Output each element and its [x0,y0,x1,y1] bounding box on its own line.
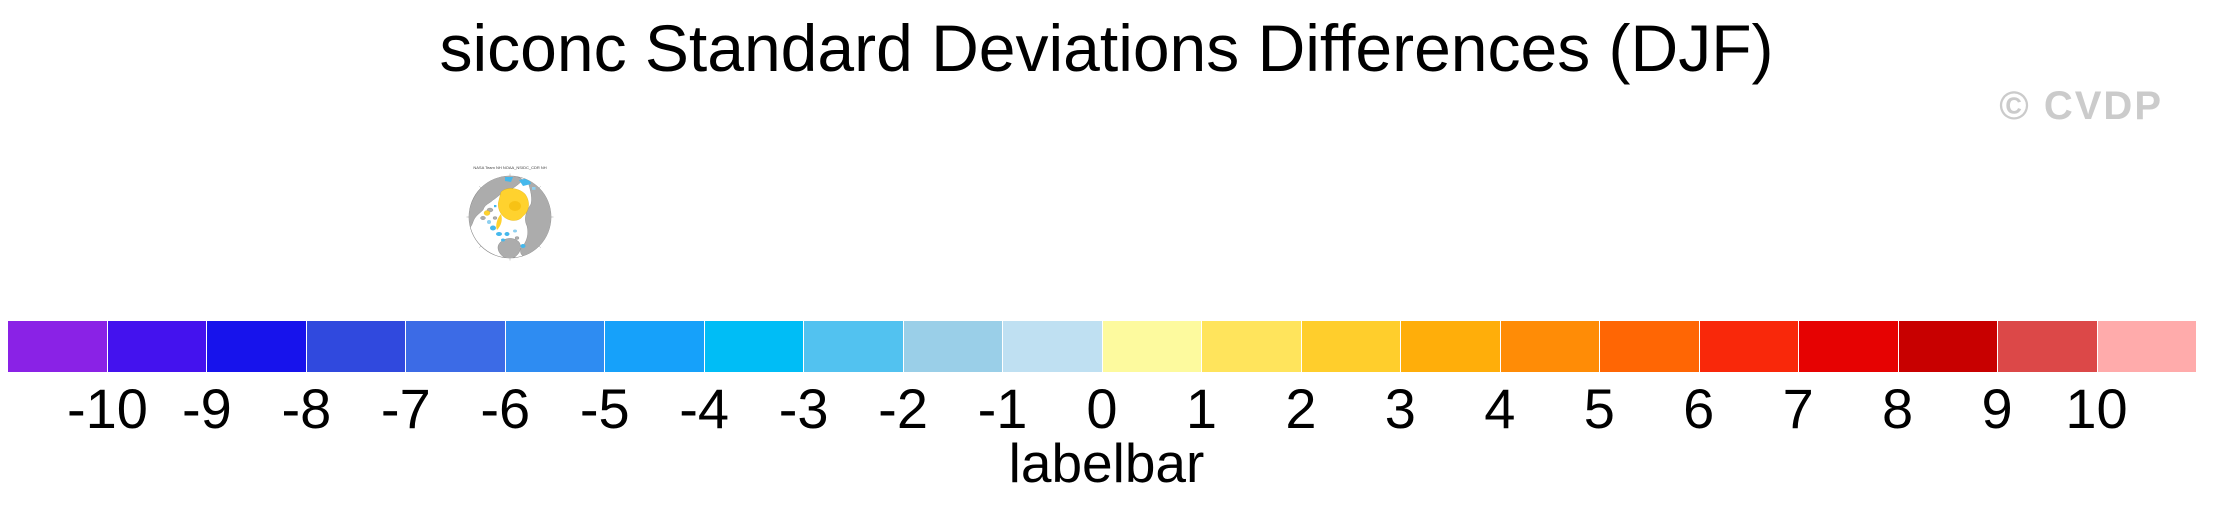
colorbar-tick-label: 8 [1882,377,1914,440]
colorbar-box [1500,321,1599,372]
colorbar-tick-label: 3 [1384,377,1416,440]
map-negative-anomaly [487,220,491,224]
colorbar-tick-label: 5 [1583,377,1615,440]
colorbar-tick-label: -10 [66,377,148,440]
colorbar-box [207,321,306,372]
colorbar-tick-label: -8 [281,377,332,440]
colorbar-box [704,321,803,372]
map-negative-anomaly [494,205,497,208]
polar-map-thumbnail: NASA Team NH NOAA_NSIDC_CDR NH [445,150,575,265]
colorbar-tick-label: -5 [579,377,630,440]
polar-map-graphic: NASA Team NH NOAA_NSIDC_CDR NH [466,165,554,261]
map-island [492,216,498,220]
map-negative-anomaly [513,229,517,233]
colorbar-tick-label: -4 [679,377,730,440]
colorbar-box [804,321,903,372]
colorbar-tick-label: -1 [977,377,1028,440]
colorbar-tick-label: -7 [380,377,431,440]
cvdp-watermark: © CVDP [1999,84,2163,128]
colorbar-box [1301,321,1400,372]
colorbar-tick-label: 0 [1086,377,1118,440]
figure-title: siconc Standard Deviations Differences (… [439,11,1774,85]
colorbar-box [1003,321,1102,372]
colorbar-box [306,321,405,372]
map-positive-anomaly-core [509,201,521,211]
colorbar-box [2097,321,2196,372]
colorbar-box [1202,321,1301,372]
map-land-layer [469,176,551,258]
map-negative-anomaly [520,244,526,248]
map-landmass-bottom [497,238,521,258]
colorbar-tick-label: -3 [778,377,829,440]
colorbar-box [1102,321,1201,372]
colorbar-tick-label: 10 [2065,377,2128,440]
colorbar-tick-label: -9 [182,377,232,440]
map-negative-anomaly [504,232,510,236]
colorbar-tick-label: 7 [1782,377,1814,440]
map-negative-anomaly [490,225,496,231]
colorbar-box [107,321,206,372]
colorbar-box [605,321,704,372]
colorbar-label: labelbar [1008,432,1205,494]
colorbar-box [1799,321,1898,372]
colorbar-box [406,321,505,372]
map-island [480,216,486,220]
map-negative-anomaly [496,232,502,236]
inset-map-title: NASA Team NH NOAA_NSIDC_CDR NH [473,165,546,170]
map-positive-anomaly-tail [496,214,502,230]
colorbar-tick-label: 6 [1683,377,1715,440]
colorbar [8,321,2196,372]
colorbar-tick-label: -6 [480,377,531,440]
map-positive-anomaly-spot [483,210,491,216]
map-island [514,236,520,240]
colorbar-box [8,321,107,372]
colorbar-box [1699,321,1798,372]
colorbar-tick-label: 2 [1285,377,1317,440]
map-negative-anomaly [501,238,505,242]
colorbar-box [903,321,1002,372]
map-negative-anomaly [505,177,513,182]
colorbar-tick-labels: -10 -9 -8 -7 -6 -5 -4 -3 -2 -1 0 1 2 3 4 5 6 7 8 9 10 [8,381,2196,439]
colorbar-tick-label: 1 [1185,377,1218,440]
colorbar-tick-label: 9 [1981,377,2013,440]
map-negative-anomaly [532,187,536,190]
map-axis-ticks [466,173,554,261]
colorbar-tick-label: -2 [878,377,928,440]
colorbar-box [1898,321,1997,372]
colorbar-box [1600,321,1699,372]
map-landmass-right [520,177,551,258]
colorbar-tick-label: 4 [1484,377,1516,440]
colorbar-box [505,321,604,372]
colorbar-box [1401,321,1500,372]
colorbar-box [1998,321,2097,372]
